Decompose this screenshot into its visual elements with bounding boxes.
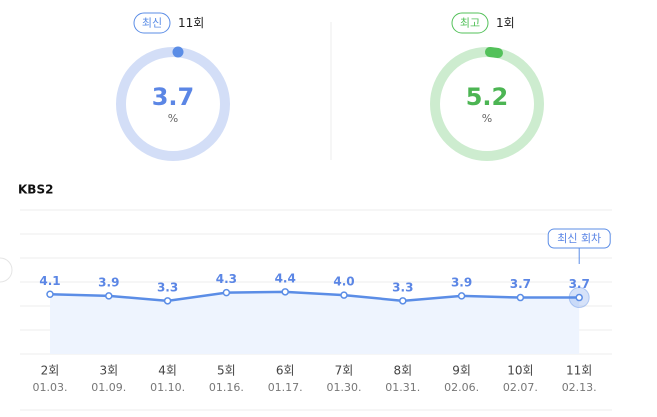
point: [340, 291, 348, 299]
plot: 2회 01.03. 3회 01.09. 4회 01.10. 5회 01.16. 6회 01.17.…: [33, 228, 611, 394]
badge: [133, 12, 171, 34]
value-label: 3.9: [98, 275, 119, 289]
x-tick-date: 01.10.: [150, 381, 185, 394]
rating-unit: %: [482, 112, 492, 125]
x-tick-label: 8회: [393, 364, 412, 378]
point: [281, 288, 289, 296]
line: [49, 290, 580, 303]
point: [516, 293, 525, 302]
value-label: 3.7: [510, 277, 531, 291]
x-tick-label: 11회: [566, 364, 592, 378]
x-tick-label: 3회: [99, 364, 118, 378]
point: [222, 288, 231, 297]
annotation-box: [547, 228, 611, 249]
x-tick-label: 10회: [507, 364, 533, 378]
scroll-button[interactable]: [0, 257, 13, 283]
x-tick-label: 2회: [41, 364, 60, 378]
value-label: 3.3: [157, 280, 178, 294]
x-tick-date: 01.30.: [327, 381, 362, 394]
value-label: 4.1: [39, 274, 60, 288]
ring-dot: [485, 47, 503, 58]
point: [399, 297, 407, 305]
x-tick-label: 7회: [335, 364, 354, 378]
point: [575, 293, 583, 302]
point: [46, 290, 54, 299]
value-label: 3.3: [392, 280, 413, 294]
x-tick-date: 01.17.: [268, 381, 303, 394]
x-tick-date: 02.13.: [562, 381, 597, 394]
annotation: 최신 회차: [557, 232, 601, 245]
badge: [451, 12, 489, 34]
episode: 1회: [496, 16, 515, 30]
rating-value: 3.7: [152, 83, 195, 111]
x-tick-label: 9회: [452, 364, 471, 378]
x-tick-label: 4회: [158, 364, 177, 378]
value-label: 4.4: [275, 271, 296, 285]
x-tick-date: 01.03.: [33, 381, 68, 394]
chart-title: KBS2: [18, 183, 53, 197]
value-label: 3.9: [451, 275, 472, 289]
badge-text: 최신: [142, 17, 162, 30]
value-label: 3.7: [569, 277, 590, 291]
badge-text: 최고: [460, 17, 480, 30]
x-tick-date: 01.09.: [91, 381, 126, 394]
x-tick-date: 02.06.: [444, 381, 479, 394]
rating-unit: %: [168, 112, 178, 125]
x-tick-label: 5회: [217, 364, 236, 378]
point: [163, 297, 172, 305]
value-label: 4.0: [333, 275, 354, 289]
x-tick-date: 01.31.: [385, 381, 420, 394]
value-label: 4.3: [216, 272, 237, 286]
rating-value: 5.2: [466, 83, 509, 111]
x-tick-date: 02.07.: [503, 381, 538, 394]
x-tick-date: 01.16.: [209, 381, 244, 394]
point: [457, 292, 466, 300]
ring-dot: [172, 46, 184, 58]
area: [50, 291, 580, 354]
point: [105, 292, 113, 300]
x-tick-label: 6회: [276, 364, 295, 378]
episode: 11회: [178, 16, 204, 30]
